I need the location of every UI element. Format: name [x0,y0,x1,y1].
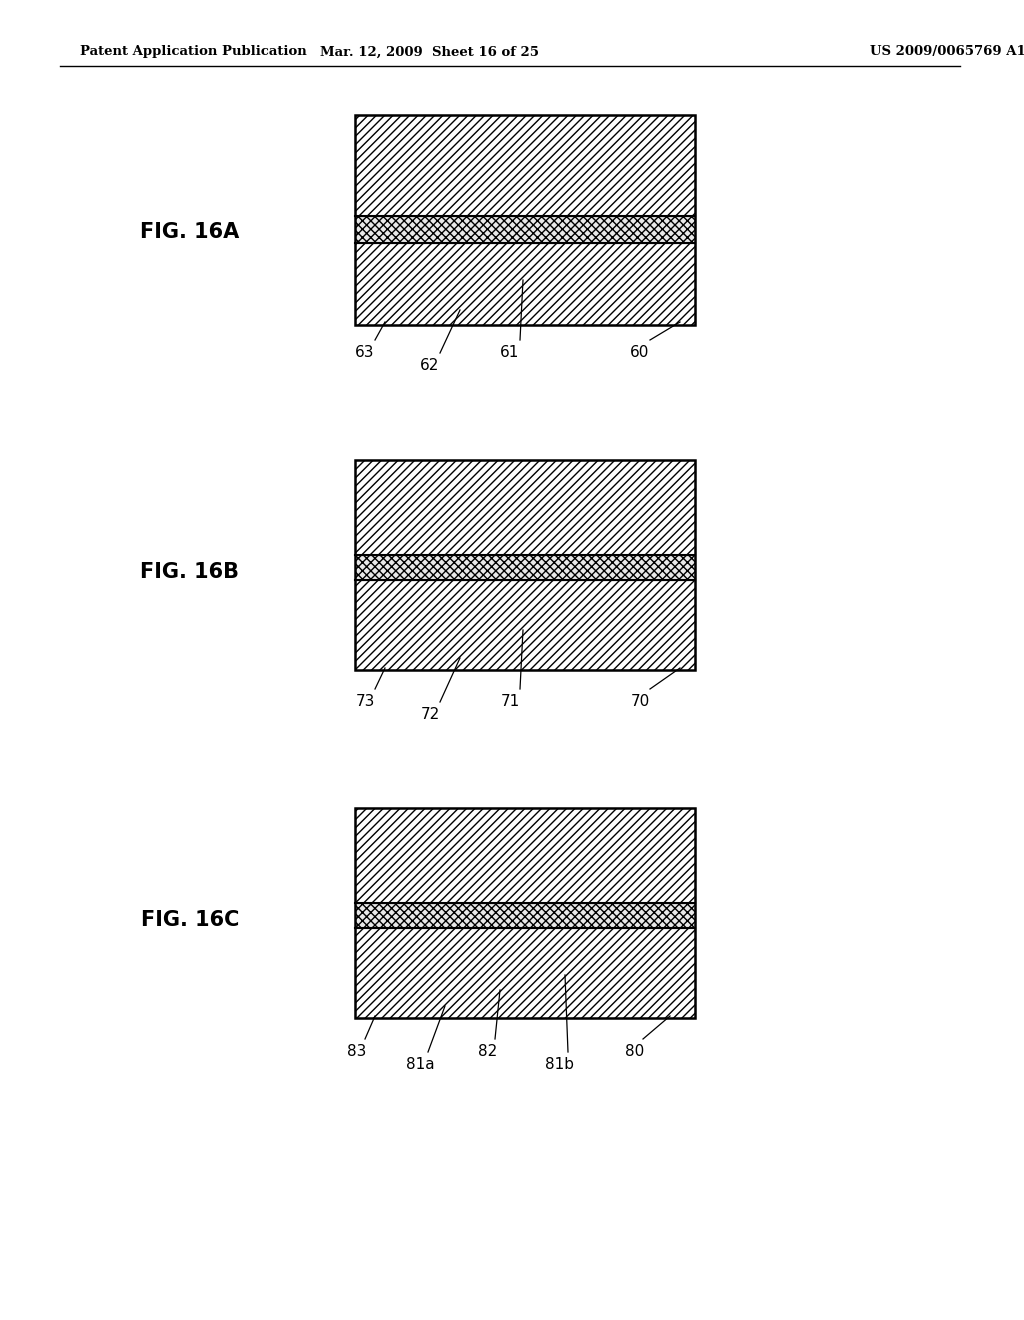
Text: Patent Application Publication: Patent Application Publication [80,45,307,58]
Text: 70: 70 [631,694,649,709]
Text: 81b: 81b [546,1057,574,1072]
Text: 63: 63 [355,345,375,360]
Bar [355,808,695,1018]
Bar [355,928,695,1018]
Text: Mar. 12, 2009  Sheet 16 of 25: Mar. 12, 2009 Sheet 16 of 25 [321,45,540,58]
Text: FIG. 16A: FIG. 16A [140,222,240,242]
Bar [355,115,695,325]
Text: 72: 72 [421,708,439,722]
Text: 82: 82 [478,1044,498,1059]
Bar [355,459,695,554]
Bar [355,554,695,579]
Text: 80: 80 [626,1044,645,1059]
Text: 62: 62 [420,358,439,374]
Text: US 2009/0065769 A1: US 2009/0065769 A1 [870,45,1024,58]
Bar [355,808,695,903]
Bar [355,903,695,928]
Text: FIG. 16C: FIG. 16C [141,909,240,931]
Text: 83: 83 [347,1044,367,1059]
Text: 73: 73 [355,694,375,709]
Bar [355,115,695,215]
Bar [355,243,695,325]
Text: 71: 71 [501,694,519,709]
Text: 61: 61 [501,345,520,360]
Text: 60: 60 [631,345,649,360]
Bar [355,215,695,243]
Bar [355,579,695,671]
Bar [355,459,695,671]
Text: 81a: 81a [406,1057,434,1072]
Text: FIG. 16B: FIG. 16B [140,562,240,582]
